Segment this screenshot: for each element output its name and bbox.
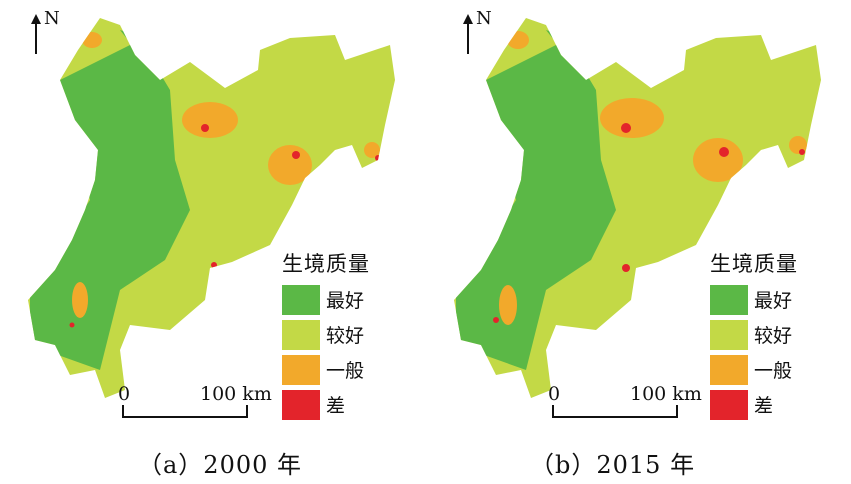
north-label: N (476, 8, 492, 29)
legend-title: 生境质量 (282, 252, 370, 276)
swatch-fair (282, 354, 320, 385)
caption-b: （b）2015 年 (530, 451, 696, 479)
swatch-good (710, 319, 748, 350)
legend-item-fair: 一般 (282, 354, 370, 385)
scale-bar: 0 100 km (118, 383, 288, 423)
legend-item-good: 较好 (282, 319, 370, 350)
legend-label-fair: 一般 (754, 360, 793, 382)
legend-label-good: 较好 (754, 325, 793, 347)
legend: 生境质量 最好 较好 一般 差 (282, 248, 370, 424)
north-arrow-icon (31, 14, 41, 54)
scale-line (552, 405, 678, 418)
swatch-poor (282, 389, 320, 420)
north-label: N (44, 8, 60, 29)
legend-title: 生境质量 (710, 252, 798, 276)
scale-line (122, 405, 248, 418)
scale-end: 100 km (630, 383, 702, 405)
legend-item-poor: 差 (282, 389, 370, 420)
swatch-best (710, 284, 748, 315)
habitat-quality-map-2000 (28, 18, 395, 398)
legend-label-good: 较好 (326, 325, 365, 347)
map-panel-2015: N 生境质量 最好 较好 一般 差 0 100 km （b）2015 年 (426, 0, 851, 484)
habitat-quality-map-2015 (454, 18, 821, 398)
legend-label-best: 最好 (326, 290, 365, 312)
swatch-best (282, 284, 320, 315)
north-arrow-icon (463, 14, 473, 54)
legend-item-good: 较好 (710, 319, 798, 350)
legend-item-best: 最好 (710, 284, 798, 315)
swatch-good (282, 319, 320, 350)
scale-start: 0 (118, 383, 131, 405)
legend-label-poor: 差 (754, 395, 774, 417)
scale-end: 100 km (200, 383, 272, 405)
swatch-fair (710, 354, 748, 385)
legend-item-best: 最好 (282, 284, 370, 315)
legend-label-fair: 一般 (326, 360, 365, 382)
legend-label-poor: 差 (326, 395, 346, 417)
legend-item-fair: 一般 (710, 354, 798, 385)
caption-a: （a）2000 年 (138, 451, 303, 479)
swatch-poor (710, 389, 748, 420)
legend-label-best: 最好 (754, 290, 793, 312)
map-panel-2000: N 生境质量 最好 较好 一般 差 0 100 km （a）2000 年 (0, 0, 425, 484)
legend-item-poor: 差 (710, 389, 798, 420)
scale-start: 0 (548, 383, 561, 405)
legend: 生境质量 最好 较好 一般 差 (710, 248, 798, 424)
scale-bar: 0 100 km (548, 383, 718, 423)
